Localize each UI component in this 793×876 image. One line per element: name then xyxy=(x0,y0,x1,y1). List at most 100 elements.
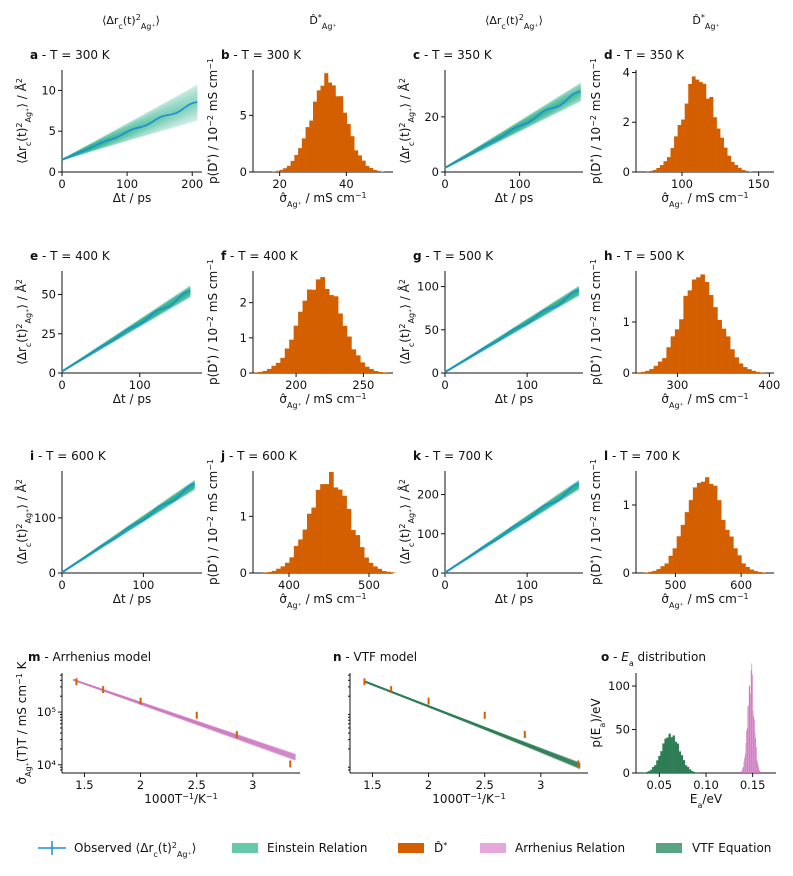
x-tick-label: 1.5 xyxy=(363,778,381,792)
vtf-ea-bar xyxy=(678,751,682,773)
histogram-bar xyxy=(692,487,698,573)
vtf-ea-bar xyxy=(658,755,661,773)
x-tick-label: 100 xyxy=(516,578,538,592)
y-tick-label: 50 xyxy=(41,288,56,302)
vtf-ea-bar xyxy=(656,760,659,773)
vtf-fit-line xyxy=(364,680,581,769)
histogram-bar xyxy=(713,485,718,573)
einstein-fit-line xyxy=(444,85,582,169)
histogram-bar xyxy=(652,570,657,573)
panel-title: j - T = 600 K xyxy=(220,449,298,463)
histogram-bar xyxy=(382,372,388,373)
histogram-bar xyxy=(657,361,663,373)
panel-title: n - VTF model xyxy=(333,650,417,664)
histogram-bar xyxy=(320,277,326,373)
vtf-fit-line xyxy=(364,680,581,767)
histogram-bar xyxy=(263,572,268,573)
arrhenius-fit-line xyxy=(72,678,296,760)
y-tick-label: 100 xyxy=(608,679,630,693)
einstein-fit-line xyxy=(61,286,191,373)
panel-l: 500 600 0 1 σ̂Ag⁺ / mS cm−1 p(D*) / 10−2 mS c… xyxy=(589,449,774,610)
legend-swatch-arrhenius xyxy=(480,843,506,853)
y-tick-label: 0 xyxy=(240,165,247,179)
histogram-bar xyxy=(386,571,391,573)
histogram-bar xyxy=(351,530,356,573)
einstein-fit-line xyxy=(61,92,198,161)
y-tick-label: 0 xyxy=(240,366,247,380)
panel-title: b - T = 300 K xyxy=(221,48,302,62)
histogram-bar xyxy=(377,568,383,573)
vtf-ea-bar xyxy=(654,765,657,773)
einstein-fit-line xyxy=(61,112,198,161)
histogram-bar xyxy=(698,82,703,172)
y-axis-label: p(D*) / 10−2 mS cm−1 xyxy=(206,459,221,585)
histogram-bar xyxy=(271,365,277,373)
histogram-bar xyxy=(666,347,671,373)
panel-title: l - T = 700 K xyxy=(604,449,681,463)
arrhenius-fit-line xyxy=(72,678,296,758)
y-tick-label: 2 xyxy=(623,115,630,129)
y-tick-label: 0 xyxy=(240,566,247,580)
einstein-fit-line xyxy=(444,100,582,169)
histogram-bar xyxy=(725,336,731,373)
x-tick-label: 1.5 xyxy=(75,778,93,792)
vtf-ea-bar xyxy=(648,771,651,773)
y-tick-label: 1 xyxy=(240,331,247,345)
vtf-ea-bar xyxy=(676,743,680,773)
vtf-ea-bar xyxy=(688,769,692,773)
vtf-fit-line xyxy=(364,680,581,767)
x-tick-label: 2.5 xyxy=(476,778,494,792)
observed-msd-line xyxy=(444,90,581,169)
histogram-bar xyxy=(351,349,357,373)
arrhenius-ea-bar xyxy=(751,663,753,773)
histogram-bar xyxy=(320,85,325,172)
panel-title: k - T = 700 K xyxy=(413,449,494,463)
x-tick-label: 0 xyxy=(441,177,448,191)
histogram-bar xyxy=(324,484,330,573)
arrhenius-ea-bar xyxy=(752,674,753,773)
vtf-fit-line xyxy=(364,680,581,766)
panel-k: 0 100 0 100 200 Δt / ps ⟨Δrc(t)2Ag⁺⟩ / Å2 k - T… xyxy=(397,449,583,606)
histogram-bar xyxy=(267,571,273,573)
einstein-fit-line xyxy=(61,88,198,161)
panel-title: g - T = 500 K xyxy=(413,249,494,263)
arrhenius-fit-line xyxy=(72,678,296,758)
y-tick-label: 10 xyxy=(41,83,56,97)
histogram-bar xyxy=(333,296,339,373)
histogram-bar xyxy=(305,127,310,172)
histogram-bar xyxy=(302,529,308,573)
histogram-bar xyxy=(283,168,288,172)
arrhenius-ea-bar xyxy=(754,719,755,773)
vtf-fit-line xyxy=(364,680,581,765)
histogram-bar xyxy=(645,370,650,373)
histogram-bar xyxy=(652,169,657,172)
x-tick-label: 100 xyxy=(671,177,693,191)
x-tick-label: 500 xyxy=(664,578,686,592)
histogram-bar xyxy=(664,563,669,573)
einstein-fit-line xyxy=(444,85,582,169)
vtf-fit-line xyxy=(364,680,581,765)
histogram-bar xyxy=(668,555,673,573)
arrhenius-fit-line xyxy=(72,678,296,759)
arrhenius-fit-line xyxy=(72,678,296,760)
histogram-bar xyxy=(755,371,761,373)
x-axis-label: σ̂Ag⁺ / mS cm−1 xyxy=(279,191,366,209)
x-tick-label: 150 xyxy=(748,177,770,191)
histogram-bar xyxy=(315,489,321,573)
einstein-fit-line xyxy=(61,84,198,161)
y-axis-label: p(D*) / 10−2 mS cm−1 xyxy=(589,58,604,184)
y-tick-label: 10⁵ xyxy=(37,705,57,719)
panel-d: 100 150 0 2 4 σ̂Ag⁺ / mS cm−1 p(D*) / 10−2 mS … xyxy=(589,48,774,209)
histogram-bar xyxy=(649,170,654,172)
histogram-bar xyxy=(659,165,664,172)
histogram-bar xyxy=(267,368,272,373)
histogram-bar xyxy=(733,548,738,573)
histogram-bar xyxy=(729,536,734,573)
histogram-bar xyxy=(705,98,710,172)
observed-msd-line xyxy=(61,101,198,161)
y-tick-label: 1 xyxy=(623,498,630,512)
histogram-bar xyxy=(704,282,710,373)
panel-title: f - T = 400 K xyxy=(221,249,299,263)
histogram-bar xyxy=(364,366,370,373)
